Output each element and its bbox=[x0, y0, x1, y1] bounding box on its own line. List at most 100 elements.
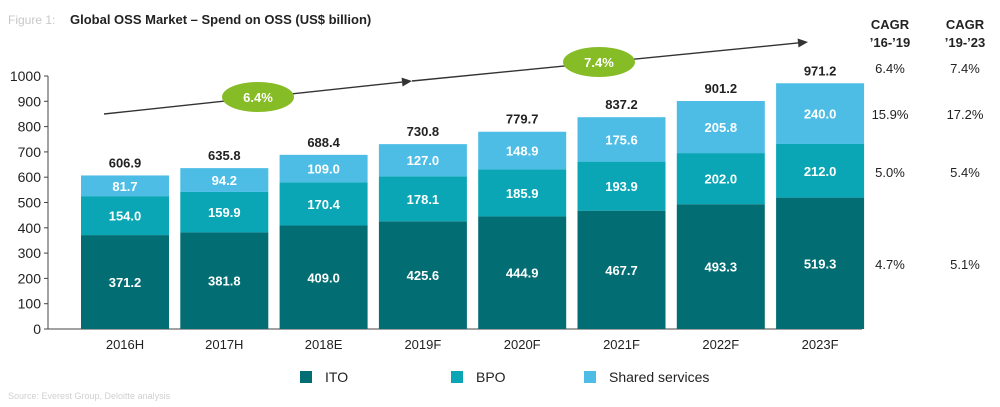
y-tick-label: 0 bbox=[33, 321, 41, 337]
data-label-ito-2019f: 425.6 bbox=[407, 268, 440, 283]
bar-shared-services-2018e bbox=[279, 154, 368, 183]
total-label-2023f: 971.2 bbox=[804, 63, 837, 78]
bar-bpo-2018e bbox=[279, 182, 368, 226]
data-label-ito-2022f: 493.3 bbox=[705, 260, 738, 275]
chart-title: Global OSS Market – Spend on OSS (US$ bi… bbox=[70, 12, 371, 27]
bar-ito-2021f bbox=[577, 210, 666, 329]
bar-shared-services-2020f bbox=[478, 131, 567, 170]
data-label-ito-2017h: 381.8 bbox=[208, 274, 241, 289]
total-label-2019f: 730.8 bbox=[407, 124, 440, 139]
trend-arrow-head-1 bbox=[401, 77, 412, 87]
cagr-header-1-line1: CAGR bbox=[871, 17, 910, 32]
data-label-ito-2016h: 371.2 bbox=[109, 275, 142, 290]
y-tick-label: 300 bbox=[18, 245, 42, 261]
bar-ito-2022f bbox=[676, 204, 765, 329]
data-label-bpo-2018e: 170.4 bbox=[307, 197, 340, 212]
x-tick-label-2020f: 2020F bbox=[504, 337, 541, 352]
y-tick-label: 200 bbox=[18, 270, 42, 286]
y-tick-label: 1000 bbox=[10, 68, 41, 84]
trend-badge-label-1: 6.4% bbox=[243, 90, 273, 105]
data-label-bpo-2017h: 159.9 bbox=[208, 205, 241, 220]
trend-arrow-head-2 bbox=[797, 38, 808, 48]
cagr-header-2-line1: CAGR bbox=[946, 17, 985, 32]
cagr-ito-2: 5.1% bbox=[950, 257, 980, 272]
data-label-bpo-2020f: 185.9 bbox=[506, 186, 539, 201]
cagr-bpo-2: 5.4% bbox=[950, 165, 980, 180]
y-tick-label: 700 bbox=[18, 144, 42, 160]
x-tick-label-2022f: 2022F bbox=[702, 337, 739, 352]
data-label-ito-2021f: 467.7 bbox=[605, 263, 638, 278]
data-label-shared-services-2016h: 81.7 bbox=[112, 179, 137, 194]
bar-shared-services-2016h bbox=[81, 175, 169, 197]
x-tick-label-2023f: 2023F bbox=[802, 337, 839, 352]
total-label-2018e: 688.4 bbox=[307, 135, 340, 150]
y-tick-label: 400 bbox=[18, 220, 42, 236]
bar-bpo-2021f bbox=[577, 161, 666, 211]
y-tick-label: 100 bbox=[18, 296, 42, 312]
bar-bpo-2019f bbox=[378, 176, 467, 222]
bar-shared-services-2022f bbox=[676, 101, 765, 154]
cagr-shared-services-2: 17.2% bbox=[947, 107, 984, 122]
data-label-shared-services-2021f: 175.6 bbox=[605, 132, 638, 147]
cagr-shared-services-1: 15.9% bbox=[872, 107, 909, 122]
data-label-bpo-2023f: 212.0 bbox=[804, 164, 837, 179]
trend-badge-1 bbox=[222, 82, 294, 112]
y-tick-label: 600 bbox=[18, 169, 42, 185]
legend-swatch-shared-services bbox=[584, 371, 596, 383]
trend-badge-label-2: 7.4% bbox=[584, 55, 614, 70]
y-tick-label: 800 bbox=[18, 119, 42, 135]
total-label-2021f: 837.2 bbox=[605, 97, 638, 112]
source-note: Source: Everest Group, Deloitte analysis bbox=[8, 391, 171, 401]
data-label-shared-services-2017h: 94.2 bbox=[212, 173, 237, 188]
bar-shared-services-2023f bbox=[776, 83, 865, 144]
figure-label: Figure 1: bbox=[8, 13, 55, 27]
bar-bpo-2017h bbox=[180, 191, 269, 233]
cagr-header-2-line2: ’19-’23 bbox=[945, 35, 985, 50]
bar-ito-2023f bbox=[776, 197, 865, 329]
bar-shared-services-2019f bbox=[378, 144, 467, 177]
bar-ito-2016h bbox=[81, 235, 169, 329]
bar-ito-2018e bbox=[279, 225, 368, 329]
bar-bpo-2016h bbox=[81, 196, 169, 236]
y-tick-label: 500 bbox=[18, 195, 42, 211]
total-label-2016h: 606.9 bbox=[109, 155, 142, 170]
x-tick-label-2016h: 2016H bbox=[106, 337, 144, 352]
y-tick-label: 900 bbox=[18, 93, 42, 109]
legend-label-shared-services: Shared services bbox=[609, 369, 709, 385]
legend-label-ito: ITO bbox=[325, 369, 348, 385]
bar-bpo-2020f bbox=[478, 169, 567, 217]
data-label-ito-2020f: 444.9 bbox=[506, 266, 539, 281]
total-label-2017h: 635.8 bbox=[208, 148, 241, 163]
x-tick-label-2019f: 2019F bbox=[404, 337, 441, 352]
data-label-bpo-2019f: 178.1 bbox=[407, 192, 440, 207]
legend-label-bpo: BPO bbox=[476, 369, 506, 385]
x-tick-label-2018e: 2018E bbox=[305, 337, 343, 352]
data-label-bpo-2022f: 202.0 bbox=[705, 172, 738, 187]
data-label-bpo-2016h: 154.0 bbox=[109, 209, 142, 224]
cagr-header-1-line2: ’16-’19 bbox=[870, 35, 910, 50]
data-label-shared-services-2023f: 240.0 bbox=[804, 107, 837, 122]
cagr-ito-1: 4.7% bbox=[875, 257, 905, 272]
bar-shared-services-2017h bbox=[180, 168, 269, 192]
data-label-bpo-2021f: 193.9 bbox=[605, 179, 638, 194]
bar-ito-2017h bbox=[180, 232, 269, 329]
bar-bpo-2023f bbox=[776, 143, 865, 198]
data-label-shared-services-2020f: 148.9 bbox=[506, 144, 539, 159]
bar-ito-2019f bbox=[378, 221, 467, 329]
x-tick-label-2017h: 2017H bbox=[205, 337, 243, 352]
trend-badge-2 bbox=[563, 47, 635, 77]
data-label-shared-services-2019f: 127.0 bbox=[407, 153, 440, 168]
total-label-2020f: 779.7 bbox=[506, 112, 539, 127]
cagr-total-2: 7.4% bbox=[950, 61, 980, 76]
total-label-2022f: 901.2 bbox=[705, 81, 738, 96]
legend-swatch-ito bbox=[300, 371, 312, 383]
data-label-ito-2023f: 519.3 bbox=[804, 256, 837, 271]
bar-ito-2020f bbox=[478, 216, 567, 329]
data-label-ito-2018e: 409.0 bbox=[307, 270, 340, 285]
x-tick-label-2021f: 2021F bbox=[603, 337, 640, 352]
bar-shared-services-2021f bbox=[577, 117, 666, 162]
legend-swatch-bpo bbox=[451, 371, 463, 383]
cagr-total-1: 6.4% bbox=[875, 61, 905, 76]
